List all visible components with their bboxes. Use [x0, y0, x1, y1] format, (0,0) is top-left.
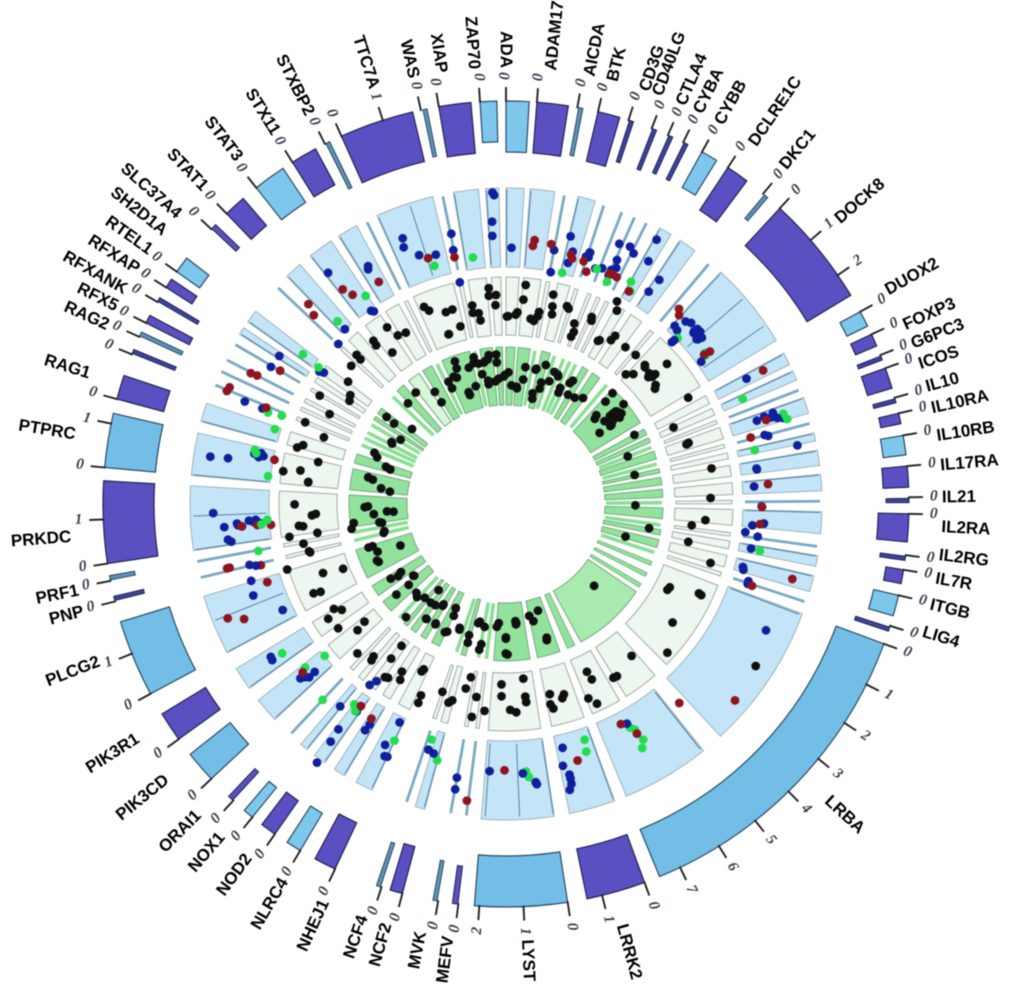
- svg-text:ZAP70: ZAP70: [461, 16, 484, 70]
- svg-text:1: 1: [74, 512, 82, 528]
- svg-text:0: 0: [529, 73, 547, 82]
- svg-text:ADA: ADA: [497, 31, 516, 68]
- svg-text:0: 0: [497, 72, 514, 80]
- svg-text:LYST: LYST: [518, 939, 539, 982]
- svg-text:0: 0: [930, 487, 938, 504]
- svg-text:IL2RA: IL2RA: [941, 517, 991, 539]
- svg-text:0: 0: [930, 505, 938, 522]
- svg-text:1: 1: [517, 927, 533, 935]
- svg-text:IL21: IL21: [942, 487, 976, 506]
- svg-text:0: 0: [471, 73, 488, 82]
- svg-text:2: 2: [469, 926, 486, 936]
